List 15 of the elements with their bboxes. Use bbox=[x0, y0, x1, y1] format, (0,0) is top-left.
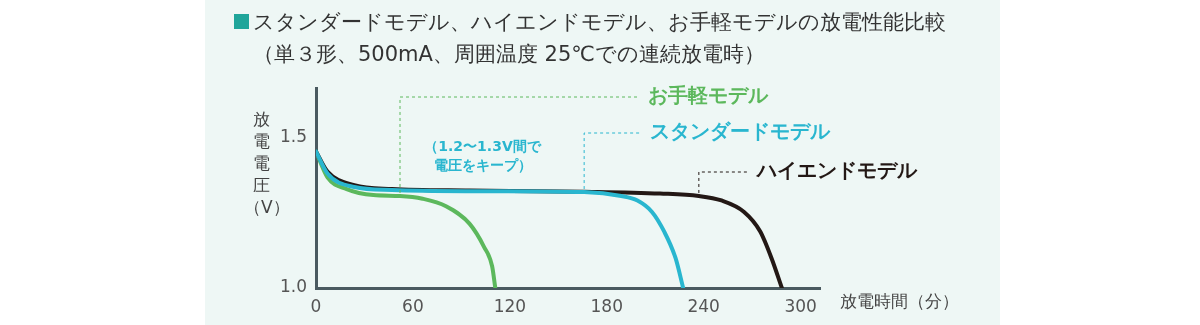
x-tick-label: 0 bbox=[310, 295, 322, 316]
text: スタンダードモデル bbox=[650, 119, 831, 144]
annotation: （1.2〜1.3V間で電圧をキープ） bbox=[423, 137, 543, 175]
y-tick-label: 1.5 bbox=[279, 126, 307, 147]
x-tick-label: 120 bbox=[493, 295, 527, 316]
x-tick-label: 240 bbox=[687, 295, 720, 316]
text: お手軽モデル bbox=[648, 83, 769, 108]
y-tick-label: 1.0 bbox=[279, 276, 307, 297]
x-tick-label: 180 bbox=[590, 295, 623, 316]
chart-subtitle: （単３形、500mA、周囲温度 25℃での連続放電時） bbox=[253, 41, 765, 68]
x-tick-label: 60 bbox=[402, 295, 424, 316]
chart-title: スタンダードモデル、ハイエンドモデル、お手軽モデルの放電性能比較 bbox=[253, 9, 946, 36]
legend-label: ハイエンドモデル bbox=[755, 158, 918, 183]
x-axis-title: 放電時間（分） bbox=[840, 290, 959, 313]
x-tick-label: 300 bbox=[784, 295, 817, 316]
